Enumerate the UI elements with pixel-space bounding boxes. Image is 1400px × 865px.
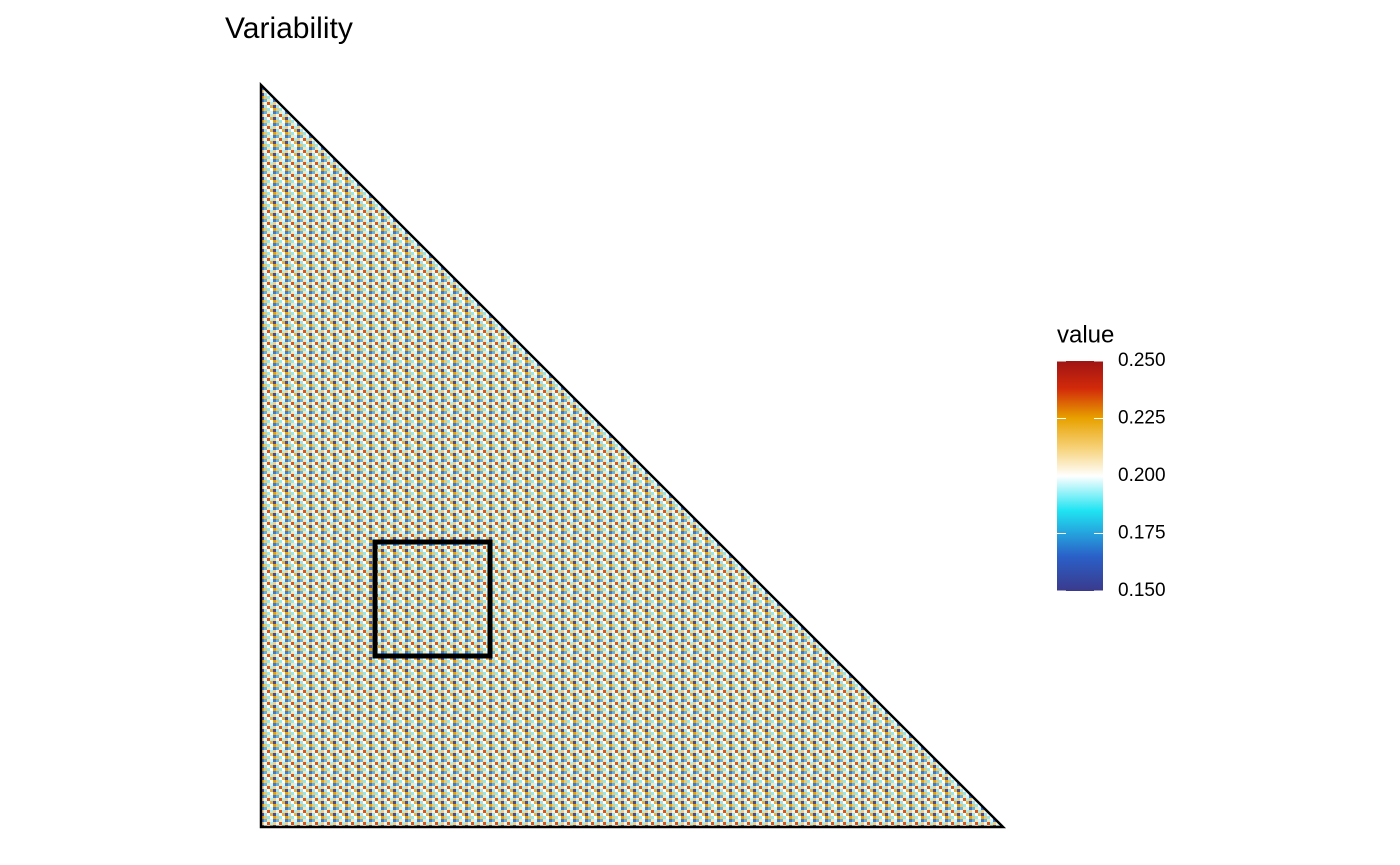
colorbar-tick-label: 0.225 — [1118, 408, 1166, 429]
colorbar-tick-label: 0.175 — [1118, 523, 1166, 544]
heatmap-triangle — [259, 81, 1007, 829]
colorbar-tick-label: 0.150 — [1118, 580, 1166, 601]
legend: 0.150 0.175 0.200 0.225 0.250 — [1057, 350, 1166, 601]
colorbar-tick-label: 0.250 — [1118, 350, 1166, 371]
highlight-box — [372, 539, 493, 659]
chart-title: Variability — [225, 12, 353, 45]
colorbar-tick-label: 0.200 — [1118, 465, 1166, 486]
legend-title: value — [1057, 321, 1114, 348]
